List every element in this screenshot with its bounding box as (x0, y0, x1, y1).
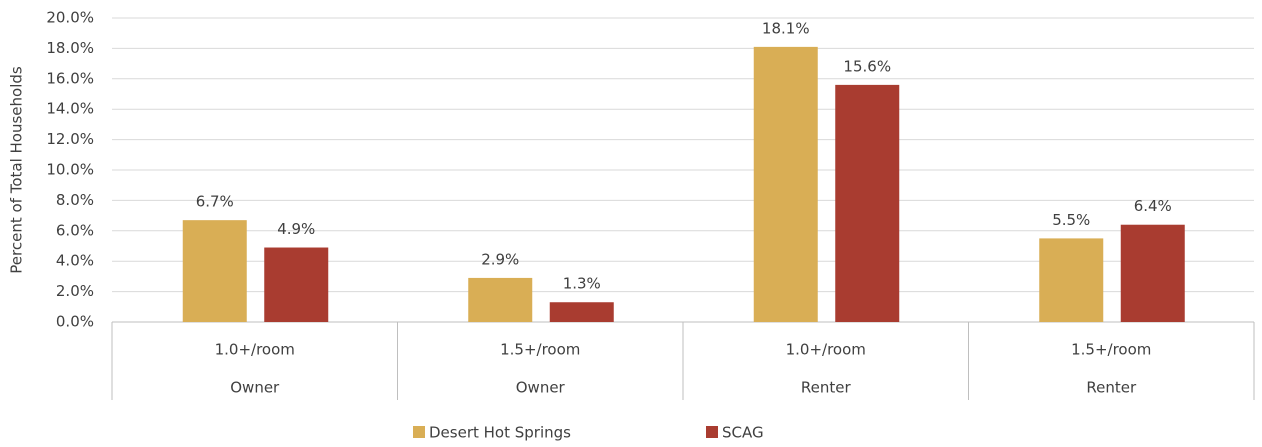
data-label: 1.3% (563, 275, 601, 293)
x-group-label: Renter (1086, 379, 1137, 397)
y-tick-label: 8.0% (56, 191, 94, 209)
y-tick-label: 12.0% (46, 130, 94, 148)
y-tick-label: 0.0% (56, 313, 94, 331)
y-tick-label: 20.0% (46, 9, 94, 27)
bar (753, 46, 818, 322)
legend-swatch (706, 426, 718, 438)
bar (835, 84, 900, 322)
data-label: 6.4% (1134, 197, 1172, 215)
legend-label: Desert Hot Springs (429, 424, 571, 442)
x-group-label: Renter (801, 379, 852, 397)
data-label: 5.5% (1052, 211, 1090, 229)
y-tick-label: 10.0% (46, 161, 94, 179)
data-label: 4.9% (277, 220, 315, 238)
y-tick-label: 16.0% (46, 69, 94, 87)
bar (1039, 238, 1104, 322)
bar (264, 247, 329, 322)
x-tick-label: 1.0+/room (786, 341, 866, 359)
y-tick-label: 2.0% (56, 282, 94, 300)
y-tick-label: 6.0% (56, 221, 94, 239)
data-label: 15.6% (843, 57, 891, 75)
y-tick-label: 18.0% (46, 39, 94, 57)
bar (468, 277, 533, 322)
x-tick-label: 1.5+/room (1071, 341, 1151, 359)
y-axis-title: Percent of Total Households (8, 66, 26, 274)
y-tick-label: 14.0% (46, 100, 94, 118)
x-group-label: Owner (230, 379, 280, 397)
bar (549, 302, 614, 322)
data-label: 18.1% (762, 19, 810, 37)
x-group-label: Owner (516, 379, 566, 397)
data-label: 2.9% (481, 250, 519, 268)
legend-swatch (413, 426, 425, 438)
x-tick-label: 1.5+/room (500, 341, 580, 359)
data-label: 6.7% (196, 193, 234, 211)
bar (182, 220, 247, 322)
bar (1120, 224, 1185, 322)
legend-label: SCAG (722, 424, 764, 442)
x-tick-label: 1.0+/room (215, 341, 295, 359)
y-tick-label: 4.0% (56, 252, 94, 270)
